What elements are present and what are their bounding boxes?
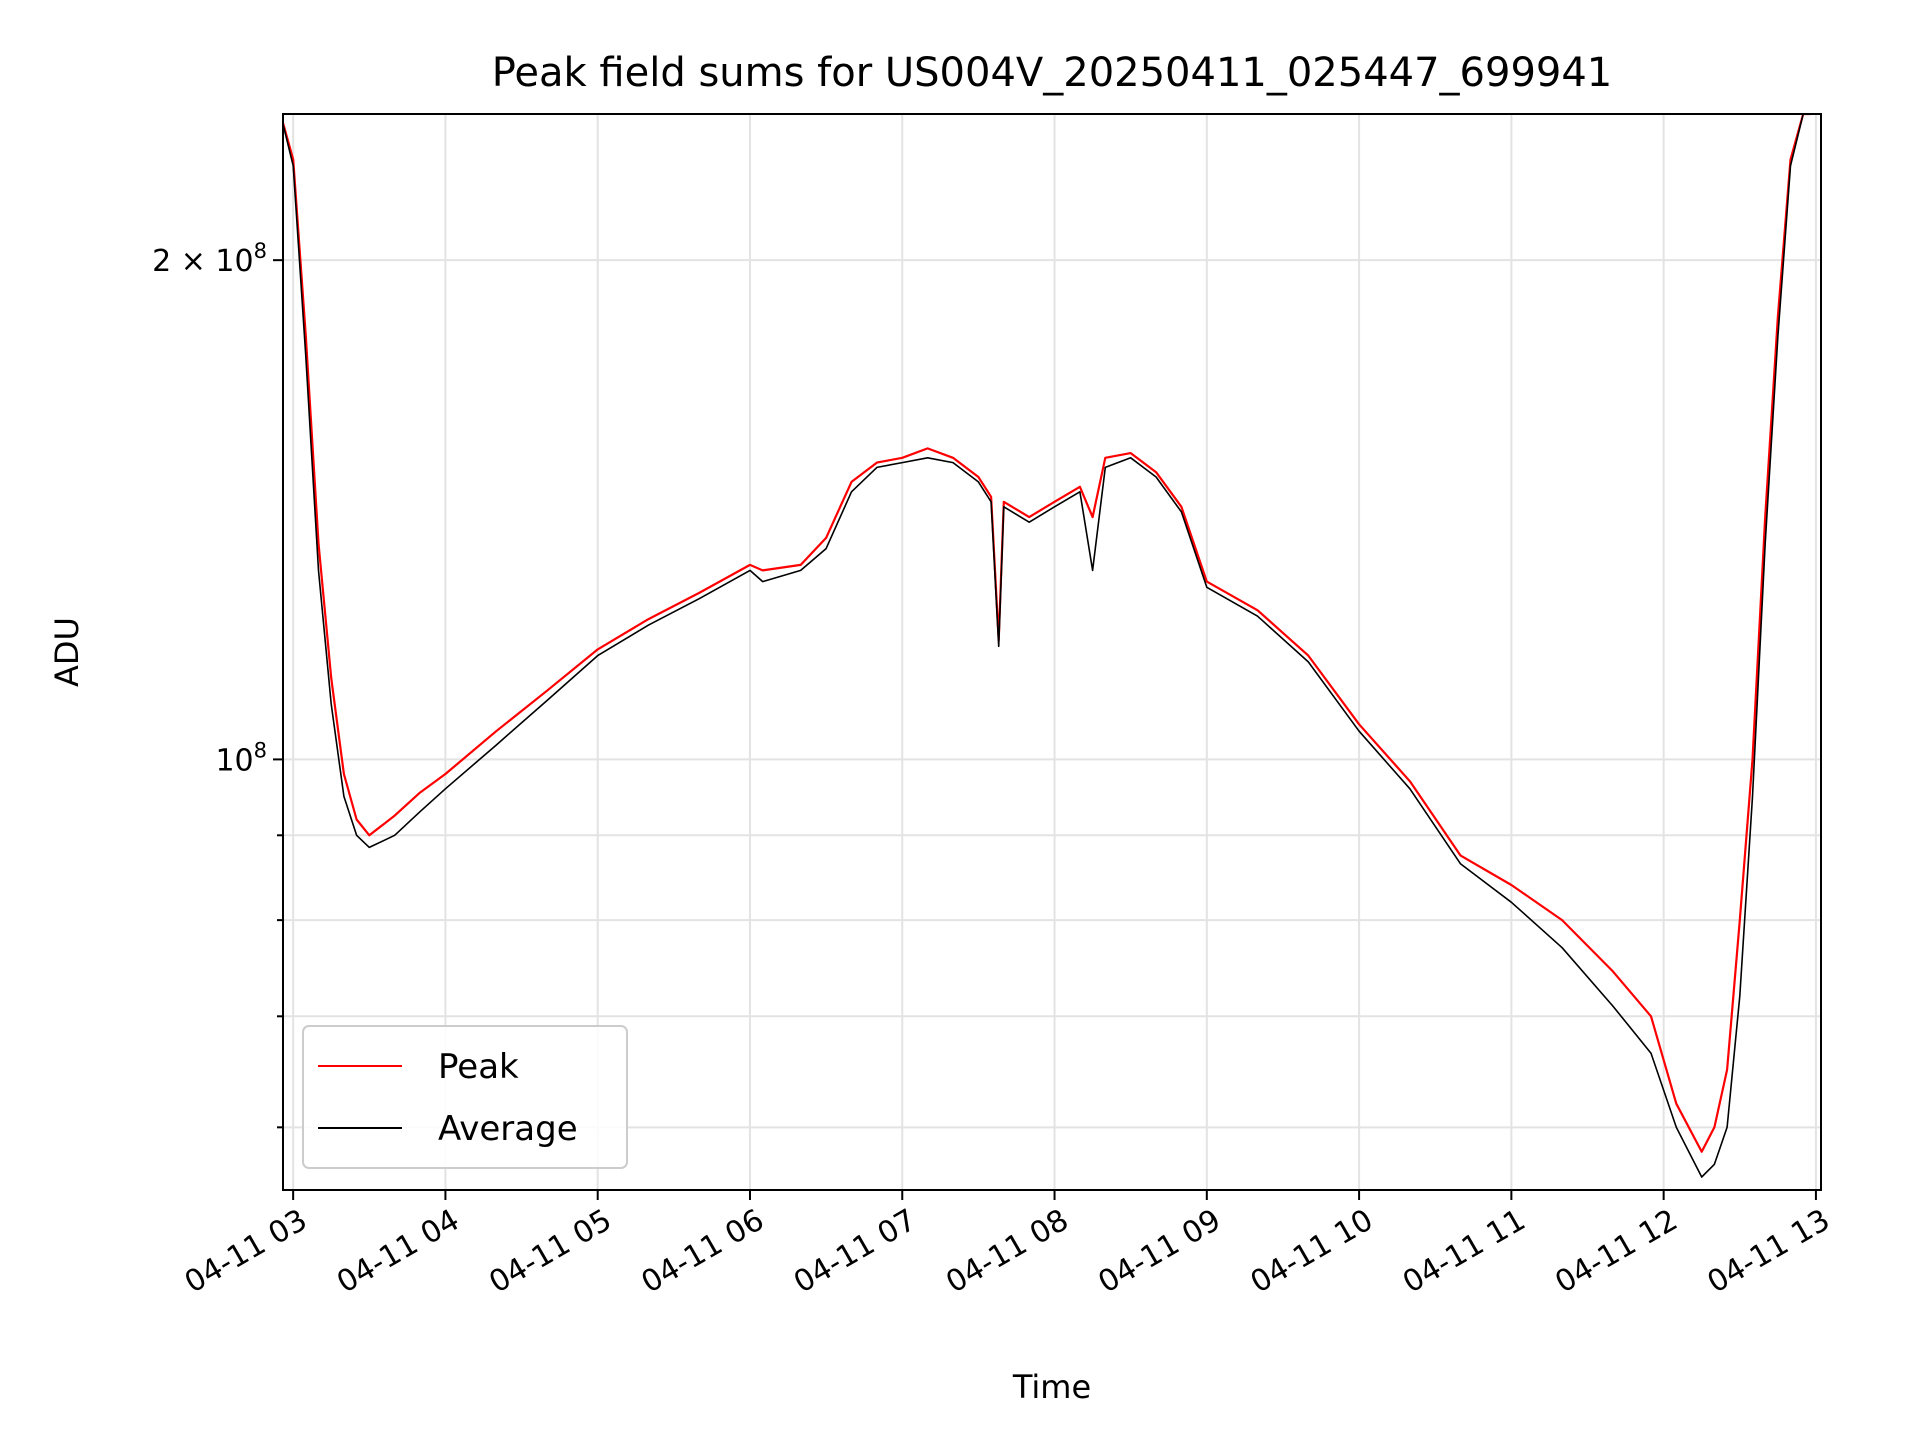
y-tick-label: 108 (215, 738, 267, 778)
series-line-peak (283, 114, 1811, 1153)
y-axis: 2 × 108 108 (152, 239, 283, 1129)
chart-title: Peak field sums for US004V_20250411_0254… (492, 50, 1613, 96)
legend: Peak Average (302, 1025, 628, 1169)
grid (283, 114, 1821, 1190)
legend-average-label: Average (438, 1109, 578, 1149)
series-layer (280, 113, 1811, 1178)
plot-area-frame (282, 113, 1822, 1191)
legend-peak-label: Peak (438, 1047, 519, 1087)
y-axis-label: ADU (48, 617, 86, 687)
x-axis-label: Time (1012, 1368, 1091, 1406)
y-tick-label: 2 × 108 (152, 239, 267, 279)
legend-box (302, 1025, 628, 1169)
series-line-average (283, 114, 1811, 1178)
